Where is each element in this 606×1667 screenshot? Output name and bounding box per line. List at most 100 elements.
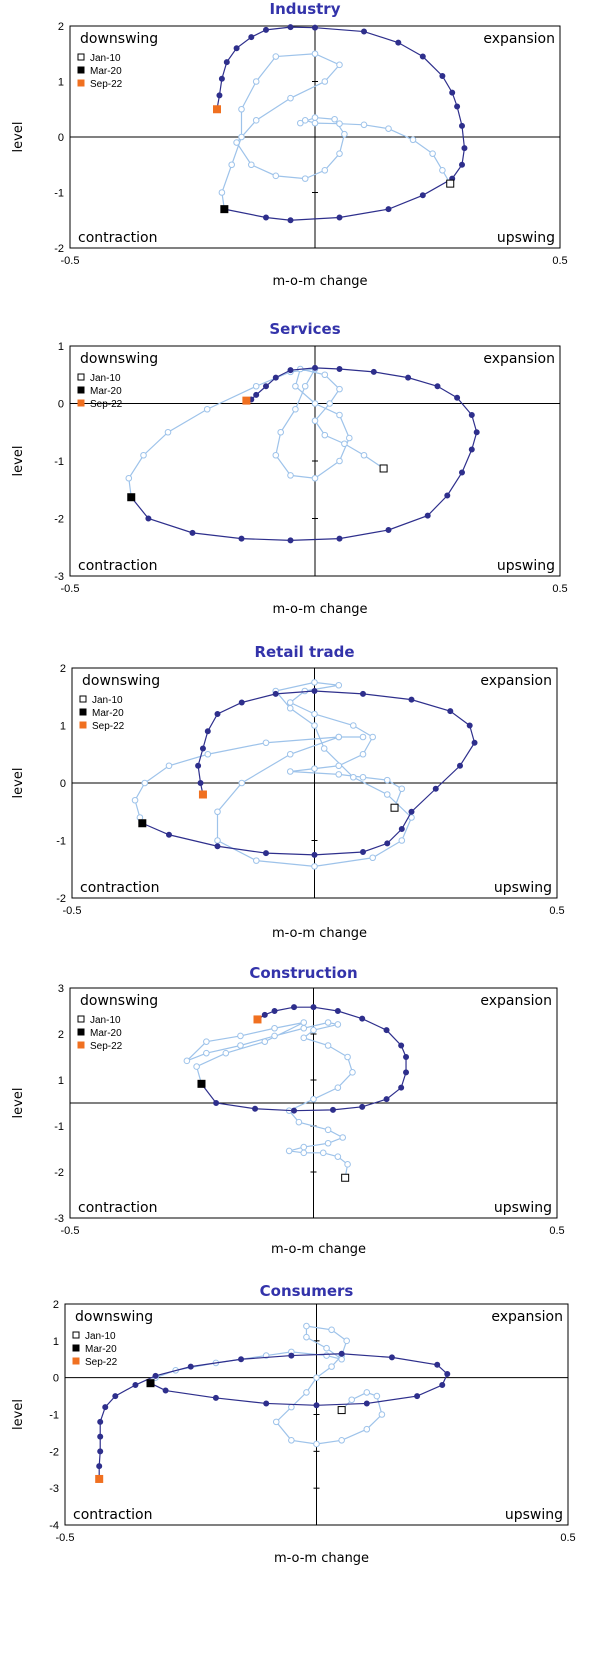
data-point [313, 1402, 320, 1409]
data-point [434, 1361, 441, 1368]
data-point [292, 382, 299, 390]
data-point [271, 1032, 278, 1040]
data-point [336, 120, 343, 127]
legend-swatch [77, 53, 85, 61]
legend-entry: Jan-10 [90, 1015, 121, 1026]
data-point [320, 745, 328, 752]
data-point [263, 1400, 270, 1407]
data-point [311, 400, 319, 407]
legend-swatch [77, 1015, 85, 1023]
quadrant-label-contraction: contraction [80, 880, 159, 896]
data-point [344, 1053, 351, 1061]
data-point [285, 1147, 293, 1155]
y-axis-label: level [11, 446, 26, 477]
x-axis-label: m-o-m change [271, 1242, 366, 1257]
data-point [288, 1436, 295, 1444]
data-point [287, 24, 294, 31]
data-point [403, 1069, 410, 1076]
y-tick-label: 2 [53, 1299, 59, 1311]
y-tick-label: 1 [58, 341, 64, 353]
series-line-pre-2020 [150, 1325, 383, 1445]
data-point [263, 383, 269, 390]
data-point [141, 779, 149, 787]
y-axis-label: level [11, 768, 26, 799]
data-point [238, 535, 245, 542]
data-point [336, 457, 343, 465]
x-tick-label: -0.5 [61, 1225, 80, 1237]
data-point [199, 745, 206, 752]
quadrant-label-expansion: expansion [480, 673, 552, 689]
data-point [295, 1118, 303, 1126]
data-point [359, 1103, 366, 1110]
legend-swatch [77, 373, 85, 381]
data-point [338, 1350, 345, 1357]
data-point [252, 1105, 259, 1112]
data-point [444, 1370, 451, 1377]
data-point [300, 1149, 308, 1157]
data-point [336, 214, 343, 221]
data-point [213, 1100, 220, 1106]
series-line-pre-2020 [221, 53, 451, 210]
data-point [385, 125, 392, 132]
y-axis-label: level [11, 1088, 26, 1119]
data-point [360, 451, 368, 459]
data-point [218, 75, 225, 82]
data-point [311, 119, 319, 127]
data-point [271, 1024, 278, 1032]
y-tick-label: -2 [54, 1167, 64, 1179]
data-point [334, 1084, 342, 1091]
data-point [341, 440, 348, 448]
chart-2: -2 -1 0 1 2 -0.5 0.5 Retail trade m-o-m change le… [11, 643, 565, 941]
data-point [310, 1026, 317, 1034]
quadrant-label-contraction: contraction [78, 558, 157, 574]
data-point [398, 785, 406, 793]
data-point [272, 374, 279, 381]
data-point [288, 1403, 295, 1411]
data-point [398, 1084, 405, 1091]
data-point [165, 762, 173, 770]
data-point [324, 1019, 332, 1026]
data-point [203, 1038, 210, 1045]
chart-4: -4 -3 -2 -1 0 1 2 -0.5 0.5 Consumers m-o-m change l… [11, 1282, 576, 1566]
data-point [348, 1396, 356, 1404]
data-point [277, 428, 285, 436]
data-point [204, 750, 212, 758]
data-point [335, 771, 343, 778]
data-point [288, 1352, 295, 1359]
y-tick-label: -1 [56, 836, 66, 848]
quadrant-label-expansion: expansion [491, 1309, 563, 1325]
data-point [349, 1069, 356, 1076]
y-tick-label: -3 [54, 571, 64, 583]
data-point [360, 690, 366, 697]
data-point [311, 474, 319, 482]
legend-entry: Mar-20 [90, 66, 122, 77]
legend-swatch [77, 1028, 85, 1036]
data-point [291, 1004, 298, 1011]
data-point [383, 776, 391, 784]
data-point [459, 122, 465, 129]
data-point [311, 851, 318, 858]
y-tick-label: -1 [54, 188, 64, 200]
data-point [303, 1389, 310, 1396]
series-line-pre-2020 [134, 681, 413, 867]
data-point [311, 863, 318, 870]
y-tick-label: 1 [60, 721, 66, 733]
data-point [203, 405, 211, 413]
legend-swatch [77, 66, 85, 74]
quadrant-label-contraction: contraction [78, 230, 157, 246]
legend-entry: Mar-20 [85, 1344, 117, 1355]
y-tick-label: 1 [58, 1075, 64, 1087]
data-point [152, 1372, 159, 1379]
x-tick-label: 0.5 [549, 1225, 564, 1237]
data-point [297, 119, 304, 127]
legend-entry: Sep-22 [90, 399, 123, 410]
data-point [339, 1134, 347, 1141]
legend-entry: Jan-10 [92, 695, 123, 706]
data-point [96, 1463, 103, 1470]
chart-title: Industry [270, 0, 341, 18]
y-tick-label: -1 [54, 456, 64, 468]
quadrant-label-expansion: expansion [483, 351, 555, 367]
data-point [263, 850, 269, 857]
data-point [312, 24, 318, 31]
data-point [383, 791, 391, 798]
